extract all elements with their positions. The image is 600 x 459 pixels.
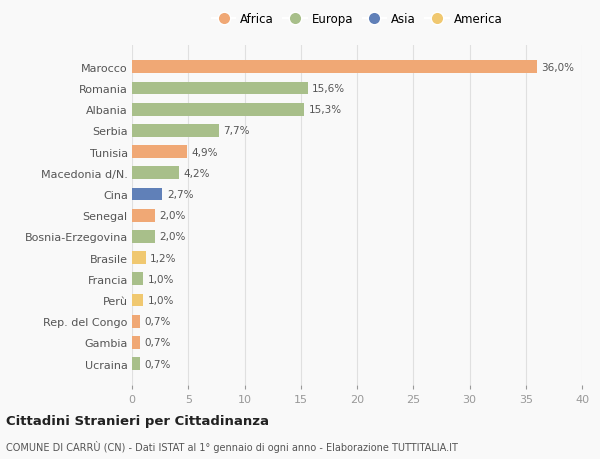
Bar bbox=[132, 209, 155, 222]
Text: Cittadini Stranieri per Cittadinanza: Cittadini Stranieri per Cittadinanza bbox=[6, 414, 269, 428]
Text: 1,0%: 1,0% bbox=[148, 274, 174, 284]
Bar bbox=[132, 188, 163, 201]
Bar bbox=[132, 336, 140, 349]
Bar bbox=[132, 294, 143, 307]
Text: 0,7%: 0,7% bbox=[145, 317, 171, 326]
Text: 2,0%: 2,0% bbox=[159, 232, 185, 242]
Text: 36,0%: 36,0% bbox=[542, 63, 575, 73]
Text: 7,7%: 7,7% bbox=[223, 126, 250, 136]
Bar bbox=[132, 146, 187, 159]
Bar bbox=[132, 125, 218, 138]
Bar bbox=[132, 83, 308, 95]
Bar bbox=[132, 315, 140, 328]
Bar bbox=[132, 62, 537, 74]
Text: 1,2%: 1,2% bbox=[150, 253, 176, 263]
Bar bbox=[132, 252, 146, 264]
Bar bbox=[132, 230, 155, 243]
Text: 15,6%: 15,6% bbox=[312, 84, 345, 94]
Text: COMUNE DI CARRÙ (CN) - Dati ISTAT al 1° gennaio di ogni anno - Elaborazione TUTT: COMUNE DI CARRÙ (CN) - Dati ISTAT al 1° … bbox=[6, 440, 458, 452]
Bar bbox=[132, 104, 304, 116]
Text: 1,0%: 1,0% bbox=[148, 295, 174, 305]
Bar bbox=[132, 358, 140, 370]
Text: 2,7%: 2,7% bbox=[167, 190, 193, 200]
Legend: Africa, Europa, Asia, America: Africa, Europa, Asia, America bbox=[209, 11, 505, 29]
Text: 2,0%: 2,0% bbox=[159, 211, 185, 221]
Text: 0,7%: 0,7% bbox=[145, 338, 171, 347]
Bar bbox=[132, 273, 143, 285]
Bar bbox=[132, 167, 179, 180]
Text: 4,2%: 4,2% bbox=[184, 168, 210, 179]
Text: 15,3%: 15,3% bbox=[308, 105, 342, 115]
Text: 0,7%: 0,7% bbox=[145, 359, 171, 369]
Text: 4,9%: 4,9% bbox=[191, 147, 218, 157]
